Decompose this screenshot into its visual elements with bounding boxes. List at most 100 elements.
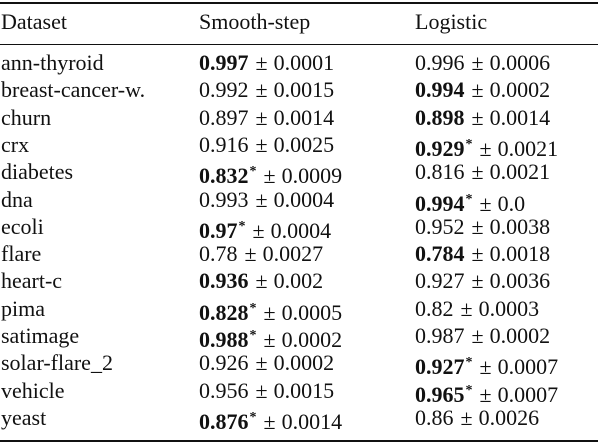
logistic-mean: 0.965 <box>415 381 465 407</box>
table-row: churn 0.897 ±0.0014 0.898 ±0.0014 <box>0 104 598 131</box>
plus-minus-symbol: ± <box>471 50 484 75</box>
smooth-cell: 0.993 ±0.0004 <box>199 186 334 213</box>
dataset-name: ecoli <box>1 213 44 239</box>
plus-minus-symbol: ± <box>255 350 268 376</box>
logistic-std: 0.0014 <box>489 104 551 130</box>
header-smooth-step: Smooth-step <box>199 9 311 34</box>
plus-minus-symbol: ± <box>471 77 484 103</box>
smooth-mean: 0.832 <box>199 163 249 189</box>
significance-star: * <box>238 218 246 234</box>
logistic-std: 0.0036 <box>489 268 551 294</box>
smooth-mean: 0.916 <box>199 131 249 157</box>
significance-star: * <box>249 328 257 343</box>
significance-star: * <box>249 300 257 316</box>
smooth-cell: 0.926 ±0.0002 <box>199 349 334 376</box>
smooth-std: 0.002 <box>273 268 324 294</box>
smooth-std: 0.0002 <box>273 350 335 376</box>
bottom-rule <box>0 440 598 442</box>
significance-star: * <box>465 355 473 371</box>
dataset-name: pima <box>1 295 45 321</box>
logistic-mean: 0.927 <box>415 268 465 294</box>
smooth-cell: 0.936 ±0.002 <box>199 267 323 294</box>
plus-minus-symbol: ± <box>255 186 268 212</box>
table-row: ecoli 0.97* ±0.0004 0.952 ±0.0038 <box>0 213 598 243</box>
smooth-mean: 0.897 <box>199 104 249 130</box>
table-row: dna 0.993 ±0.0004 0.994* ±0.0 <box>0 186 598 216</box>
plus-minus-symbol: ± <box>255 77 268 103</box>
logistic-std: 0.0006 <box>489 50 551 75</box>
smooth-cell: 0.78 ±0.0027 <box>199 240 323 267</box>
logistic-mean: 0.994 <box>415 77 465 103</box>
logistic-mean: 0.952 <box>415 213 465 239</box>
plus-minus-symbol: ± <box>479 135 492 161</box>
dataset-name: flare <box>1 241 42 267</box>
smooth-std: 0.0005 <box>281 299 343 325</box>
table-row: flare 0.78 ±0.0027 0.784 ±0.0018 <box>0 240 598 267</box>
plus-minus-symbol: ± <box>460 295 473 321</box>
smooth-cell: 0.828* ±0.0005 <box>199 295 342 326</box>
smooth-std: 0.0014 <box>281 408 343 434</box>
dataset-name: solar-flare_2 <box>1 350 113 376</box>
significance-star: * <box>249 409 257 425</box>
dataset-name: ann-thyroid <box>1 50 104 75</box>
smooth-std: 0.0027 <box>262 241 324 267</box>
header-dataset: Dataset <box>1 9 67 34</box>
smooth-mean: 0.988 <box>199 327 249 352</box>
smooth-mean: 0.926 <box>199 350 249 376</box>
header-rule <box>0 44 598 45</box>
plus-minus-symbol: ± <box>471 268 484 294</box>
logistic-cell: 0.927 ±0.0036 <box>415 267 550 294</box>
logistic-mean: 0.898 <box>415 104 465 130</box>
smooth-mean: 0.97 <box>199 217 238 243</box>
smooth-cell: 0.876* ±0.0014 <box>199 404 342 435</box>
logistic-std: 0.0007 <box>497 381 559 407</box>
plus-minus-symbol: ± <box>263 327 276 352</box>
smooth-mean: 0.828 <box>199 299 249 325</box>
logistic-cell: 0.994* ±0.0 <box>415 186 525 217</box>
smooth-std: 0.0015 <box>273 377 335 403</box>
logistic-mean: 0.927 <box>415 354 465 380</box>
smooth-mean: 0.78 <box>199 241 238 267</box>
logistic-mean: 0.86 <box>415 404 454 430</box>
logistic-cell: 0.987 ±0.0002 <box>415 322 550 349</box>
dataset-name: satimage <box>1 323 80 348</box>
logistic-mean: 0.816 <box>415 159 465 185</box>
plus-minus-symbol: ± <box>460 404 473 430</box>
logistic-std: 0.0021 <box>489 159 551 185</box>
plus-minus-symbol: ± <box>263 299 276 325</box>
logistic-std: 0.0021 <box>497 135 559 161</box>
top-rule <box>0 2 598 4</box>
plus-minus-symbol: ± <box>255 377 268 403</box>
smooth-cell: 0.997 ±0.0001 <box>199 49 334 76</box>
smooth-cell: 0.832* ±0.0009 <box>199 158 342 189</box>
logistic-std: 0.0002 <box>489 77 551 103</box>
smooth-mean: 0.993 <box>199 186 249 212</box>
smooth-mean: 0.992 <box>199 77 249 103</box>
smooth-cell: 0.956 ±0.0015 <box>199 377 334 404</box>
plus-minus-symbol: ± <box>471 241 484 267</box>
smooth-mean: 0.936 <box>199 268 249 294</box>
logistic-mean: 0.929 <box>415 135 465 161</box>
smooth-cell: 0.992 ±0.0015 <box>199 76 334 103</box>
table-row: pima 0.828* ±0.0005 0.82 ±0.0003 <box>0 295 598 325</box>
dataset-name: diabetes <box>1 159 74 185</box>
logistic-cell: 0.965* ±0.0007 <box>415 377 558 408</box>
logistic-std: 0.0026 <box>478 404 540 430</box>
significance-star: * <box>249 164 257 180</box>
logistic-cell: 0.927* ±0.0007 <box>415 349 558 380</box>
table-row: diabetes 0.832* ±0.0009 0.816 ±0.0021 <box>0 158 598 188</box>
smooth-std: 0.0001 <box>273 50 335 75</box>
logistic-cell: 0.994 ±0.0002 <box>415 76 550 103</box>
plus-minus-symbol: ± <box>255 104 268 130</box>
smooth-mean: 0.876 <box>199 408 249 434</box>
logistic-cell: 0.82 ±0.0003 <box>415 295 539 322</box>
table-row: crx 0.916 ±0.0025 0.929* ±0.0021 <box>0 131 598 161</box>
table-row: solar-flare_2 0.926 ±0.0002 0.927* ±0.0007 <box>0 349 598 379</box>
dataset-name: yeast <box>1 404 47 430</box>
significance-star: * <box>465 382 473 398</box>
logistic-cell: 0.996 ±0.0006 <box>415 49 550 76</box>
logistic-cell: 0.952 ±0.0038 <box>415 213 550 240</box>
plus-minus-symbol: ± <box>252 217 265 243</box>
smooth-std: 0.0004 <box>273 186 335 212</box>
plus-minus-symbol: ± <box>244 241 257 267</box>
